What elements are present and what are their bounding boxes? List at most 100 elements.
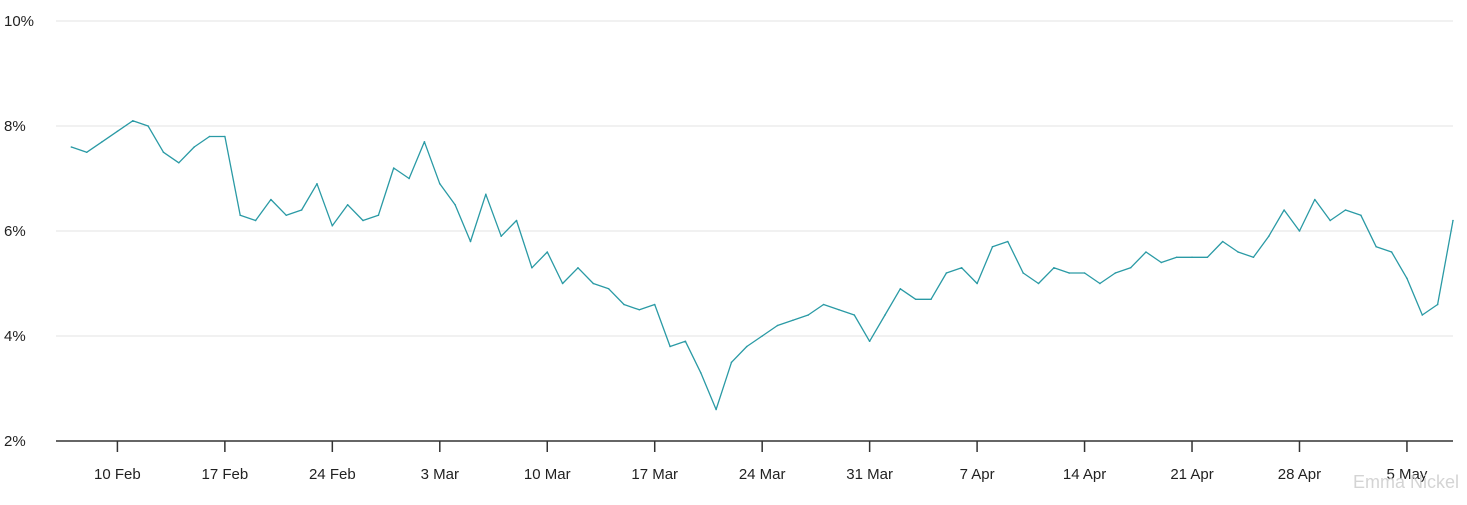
data-point — [1237, 251, 1239, 253]
data-point — [1452, 219, 1454, 222]
y-axis-tick-labels: 2% 4% 6% 8% 10% — [4, 13, 34, 450]
data-point — [1099, 282, 1101, 285]
data-point — [592, 282, 595, 285]
data-point — [147, 125, 149, 127]
data-point — [1314, 198, 1316, 201]
y-tick-label: 8% — [4, 118, 26, 135]
data-point — [1129, 266, 1132, 269]
data-point — [346, 203, 349, 206]
x-tick-label: 3 Mar — [421, 466, 459, 483]
data-point — [1360, 214, 1362, 217]
data-point — [868, 340, 871, 343]
data-point — [991, 245, 994, 248]
data-point — [515, 219, 518, 222]
x-tick-label: 21 Apr — [1170, 466, 1213, 483]
data-point — [1283, 209, 1285, 211]
data-point — [438, 182, 441, 185]
data-point — [561, 282, 564, 285]
data-point — [792, 319, 794, 322]
data-point — [638, 308, 641, 311]
data-point — [730, 361, 733, 364]
data-point — [669, 345, 671, 348]
data-point — [577, 266, 579, 269]
x-tick-label: 24 Mar — [739, 466, 786, 483]
data-point — [1421, 314, 1424, 316]
data-point — [1175, 256, 1178, 259]
x-tick-label: 14 Apr — [1063, 466, 1106, 483]
data-point — [1298, 230, 1301, 232]
data-point — [392, 167, 395, 169]
data-point — [1191, 256, 1193, 259]
data-point — [1160, 261, 1163, 264]
data-point — [776, 324, 779, 327]
data-point — [531, 266, 533, 269]
data-point — [1037, 282, 1040, 285]
x-tick-label: 5 May — [1387, 466, 1428, 483]
data-point — [1267, 235, 1270, 238]
data-point — [224, 135, 226, 138]
gridlines — [56, 20, 1453, 337]
x-tick-label: 31 Mar — [846, 466, 893, 483]
data-point — [1053, 266, 1055, 269]
data-point — [807, 314, 810, 316]
data-point — [1083, 272, 1086, 274]
data-point — [116, 130, 119, 133]
data-point — [162, 151, 165, 154]
data-point — [960, 266, 963, 269]
data-point — [101, 140, 103, 143]
data-point — [1375, 245, 1378, 248]
data-point — [1344, 209, 1347, 211]
data-point — [699, 371, 702, 374]
data-point — [316, 182, 318, 185]
data-point — [1329, 219, 1331, 222]
x-tick-label: 7 Apr — [960, 466, 995, 483]
data-point — [331, 224, 334, 227]
data-point — [1390, 251, 1393, 253]
data-point — [761, 335, 763, 337]
data-point — [853, 314, 856, 316]
data-point — [270, 198, 272, 201]
data-point — [485, 193, 487, 196]
x-axis-ticks: 10 Feb 17 Feb 24 Feb 3 Mar 10 Mar 17 Mar 24 Ma… — [94, 441, 1428, 483]
data-point — [408, 177, 410, 180]
data-point — [623, 303, 625, 306]
series-line — [71, 120, 1454, 411]
data-point — [1406, 277, 1408, 280]
data-point — [546, 251, 549, 253]
data-point — [746, 345, 748, 348]
y-tick-label: 4% — [4, 328, 26, 345]
data-point — [945, 272, 948, 274]
data-point — [1068, 272, 1071, 274]
data-point — [300, 209, 303, 211]
data-point — [930, 298, 932, 301]
x-tick-label: 17 Feb — [202, 466, 249, 483]
data-point — [976, 282, 978, 285]
data-point — [178, 161, 180, 164]
x-tick-label: 10 Feb — [94, 466, 141, 483]
data-point — [239, 214, 242, 217]
data-point — [914, 298, 917, 301]
data-point — [1007, 240, 1009, 243]
x-tick-label: 28 Apr — [1278, 466, 1321, 483]
data-point — [822, 303, 825, 306]
data-point — [715, 408, 717, 411]
data-point — [500, 235, 502, 238]
y-tick-label: 10% — [4, 13, 34, 30]
data-point — [377, 214, 380, 217]
data-point — [1221, 240, 1224, 243]
data-point — [1114, 272, 1117, 274]
data-point — [1022, 272, 1024, 274]
data-point — [684, 340, 687, 343]
data-point — [653, 303, 656, 306]
y-tick-label: 6% — [4, 223, 26, 240]
x-tick-label: 10 Mar — [524, 466, 571, 483]
series-layer — [70, 119, 1454, 411]
x-tick-label: 24 Feb — [309, 466, 356, 483]
data-point — [362, 219, 364, 222]
data-point — [208, 135, 211, 138]
x-tick-label: 17 Mar — [631, 466, 678, 483]
data-point — [1145, 251, 1147, 253]
data-point — [469, 240, 472, 243]
data-point — [607, 287, 610, 290]
